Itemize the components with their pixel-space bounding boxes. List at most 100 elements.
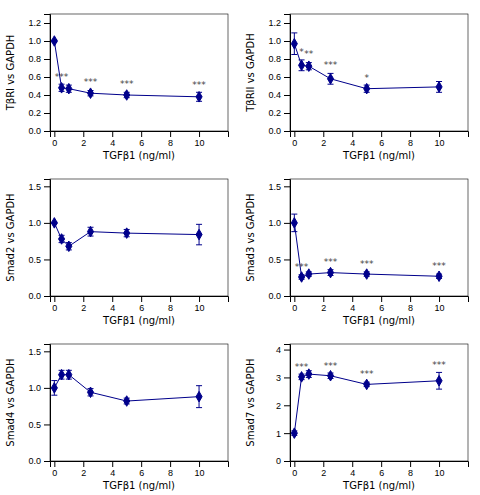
- tick: 0.5: [28, 255, 50, 265]
- tick-label: 2: [81, 303, 86, 313]
- tick-mark: [54, 461, 55, 467]
- marker: [364, 269, 370, 280]
- tick: 2: [321, 296, 326, 313]
- tick-label: 4: [110, 138, 115, 148]
- tick-mark: [439, 296, 440, 302]
- annotation: ***: [120, 79, 134, 89]
- tick-label: 0: [52, 138, 57, 148]
- tick: 0.0: [28, 291, 50, 301]
- tick-label: 4: [276, 345, 281, 355]
- tick: 6: [379, 461, 384, 478]
- x-axis-title: TGFβ1 (ng/ml): [342, 315, 415, 326]
- tick: 0.0: [268, 291, 290, 301]
- tick-label: 6: [139, 138, 144, 148]
- tick: 1.0: [268, 36, 290, 46]
- tick-mark: [284, 350, 290, 351]
- x-axis: 0246810: [291, 461, 469, 478]
- tick: 0: [52, 461, 57, 478]
- tick: 8: [168, 461, 173, 478]
- marker: [66, 369, 72, 380]
- tick-mark: [284, 259, 290, 260]
- tick-mark: [294, 296, 295, 302]
- plot-area: [291, 33, 442, 94]
- marker: [436, 82, 442, 93]
- marker: [291, 38, 297, 49]
- tick-mark: [83, 296, 84, 302]
- tick: 6: [139, 131, 144, 148]
- marker: [51, 218, 57, 229]
- x-axis: 0246810: [51, 131, 229, 148]
- tick-label: 8: [408, 138, 413, 148]
- tick: 0.6: [268, 72, 290, 82]
- error-bar: [299, 60, 305, 71]
- tick-label: 0.6: [28, 72, 41, 82]
- marker: [51, 383, 57, 394]
- tick: 4: [350, 461, 355, 478]
- axis-domain: [51, 297, 229, 303]
- x-axis: 0246810: [51, 296, 229, 313]
- marker: [87, 387, 93, 398]
- tick-mark: [410, 461, 411, 467]
- tick-label: 0.0: [28, 456, 41, 466]
- annotation: ***: [324, 60, 338, 70]
- tick: 0.6: [28, 72, 50, 82]
- axis-domain: [291, 462, 469, 468]
- marker: [87, 88, 93, 99]
- tick: 4: [110, 131, 115, 148]
- tick-mark: [284, 77, 290, 78]
- annotation: ***: [432, 261, 446, 271]
- marker: [436, 376, 442, 387]
- plot-frame: [50, 344, 228, 461]
- tick-mark: [44, 296, 50, 297]
- plot-area: [291, 214, 442, 282]
- tick-mark: [439, 131, 440, 137]
- tick-label: 10: [195, 138, 205, 148]
- tick-label: 0: [292, 138, 297, 148]
- tick-label: 0.5: [268, 255, 281, 265]
- tick-label: 1.0: [28, 36, 41, 46]
- tick-label: 2: [276, 401, 281, 411]
- tick-mark: [381, 296, 382, 302]
- tick-mark: [44, 351, 50, 352]
- tick: 1: [276, 429, 290, 439]
- tick: 6: [139, 296, 144, 313]
- tick-mark: [352, 461, 353, 467]
- tick-mark: [44, 223, 50, 224]
- tick: 10: [435, 296, 445, 313]
- tick-mark: [44, 23, 50, 24]
- tick-mark: [44, 461, 50, 462]
- plot-area: [51, 218, 202, 252]
- y-axis-title: TβRI vs GAPDH: [5, 35, 16, 112]
- y-axis: 0.00.51.01.5: [28, 345, 50, 467]
- x-axis: 0246810: [291, 296, 469, 313]
- annotation: ***: [324, 257, 338, 267]
- tick-mark: [284, 405, 290, 406]
- tick-mark: [284, 186, 290, 187]
- annotation: **: [304, 49, 314, 59]
- tick-mark: [54, 131, 55, 137]
- line: [54, 223, 199, 246]
- plot-frame: [50, 179, 228, 296]
- tick-label: 1.0: [268, 36, 281, 46]
- tick-label: 0.0: [268, 126, 281, 136]
- error-bar: [196, 92, 202, 101]
- tick-label: 4: [350, 468, 355, 478]
- tick: 0.8: [28, 54, 50, 64]
- x-axis-title: TGFβ1 (ng/ml): [342, 150, 415, 161]
- tick: 6: [379, 131, 384, 148]
- tick-label: 0: [292, 303, 297, 313]
- plot-area: [51, 36, 202, 102]
- x-axis-title: TGFβ1 (ng/ml): [102, 480, 175, 491]
- marker: [59, 369, 65, 380]
- axis-domain: [291, 297, 469, 303]
- tick-mark: [44, 77, 50, 78]
- y-axis-title: Smad4 vs GAPDH: [5, 358, 16, 446]
- marker: [291, 218, 297, 229]
- x-axis-title: TGFβ1 (ng/ml): [342, 480, 415, 491]
- tick-label: 6: [139, 468, 144, 478]
- tick-label: 10: [195, 468, 205, 478]
- tick-label: 0.0: [268, 291, 281, 301]
- tick-mark: [54, 296, 55, 302]
- tick-label: 2: [81, 138, 86, 148]
- plot-frame: [50, 14, 228, 131]
